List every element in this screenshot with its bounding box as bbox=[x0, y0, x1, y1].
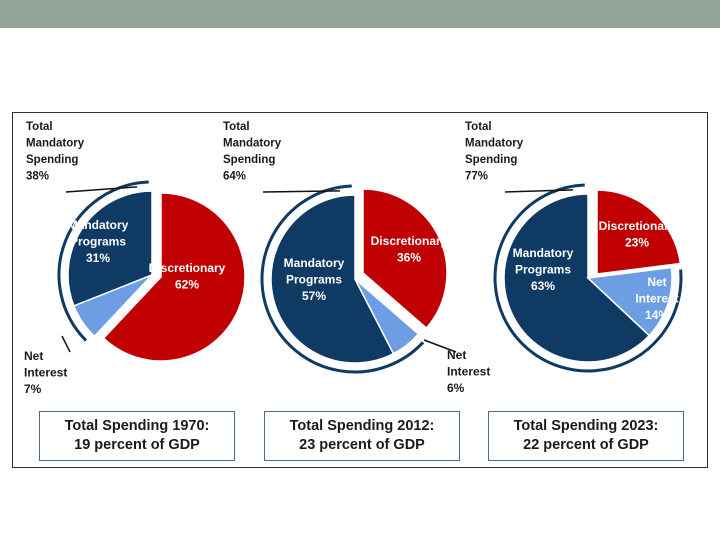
label-total-mandatory-1970: Total Mandatory Spending 38% bbox=[26, 121, 85, 183]
label-net-interest-2023-line-0: Net bbox=[647, 275, 666, 289]
label-total-mandatory-1970-line-3: 38% bbox=[26, 171, 49, 183]
slice-discretionary-2023 bbox=[596, 189, 682, 275]
label-mandatory-2012-line-2: 57% bbox=[302, 289, 326, 303]
slice-net-interest-2012 bbox=[354, 278, 420, 355]
slice-mandatory-2023 bbox=[503, 193, 651, 363]
label-discretionary-2012-line-1: 36% bbox=[397, 251, 421, 265]
pie-charts: Total Mandatory Spending 38% Mandatory Progra… bbox=[24, 121, 683, 396]
label-total-mandatory-1970-line-1: Mandatory bbox=[26, 138, 85, 150]
label-total-mandatory-2023-line-3: 77% bbox=[465, 171, 488, 183]
label-total-mandatory-2012-line-0: Total bbox=[223, 121, 250, 133]
label-discretionary-2012: Discretionary 36% bbox=[371, 234, 448, 265]
label-net-interest-1970-line-1: Interest bbox=[24, 366, 67, 380]
caption-2012: Total Spending 2012: 23 percent of GDP bbox=[264, 411, 460, 461]
label-net-interest-2012: Net Interest 6% bbox=[447, 348, 490, 395]
label-net-interest-2012-line-2: 6% bbox=[447, 381, 465, 395]
label-discretionary-2012-line-0: Discretionary bbox=[371, 234, 448, 248]
label-discretionary-2023-line-1: 23% bbox=[625, 236, 649, 250]
label-discretionary-1970-line-1: 62% bbox=[175, 278, 199, 292]
caption-2012-line2: 23 percent of GDP bbox=[299, 437, 425, 453]
total-leader-1970 bbox=[65, 186, 138, 193]
label-discretionary-1970-line-0: Discretionary bbox=[149, 261, 226, 275]
caption-1970-line1: Total Spending 1970: bbox=[64, 418, 210, 434]
caption-2012-line1: Total Spending 2012: bbox=[289, 418, 435, 434]
total-mandatory-ring-2012 bbox=[260, 184, 425, 374]
label-total-mandatory-2023-line-0: Total bbox=[465, 121, 492, 133]
total-mandatory-ring-2023 bbox=[493, 183, 683, 373]
total-leader-2023 bbox=[504, 189, 574, 193]
net-interest-leader-1970 bbox=[61, 335, 71, 353]
label-discretionary-2023: Discretionary 23% bbox=[599, 219, 676, 250]
label-mandatory-2023: Mandatory Programs 63% bbox=[513, 246, 574, 293]
label-total-mandatory-2023-line-2: Spending bbox=[465, 154, 517, 166]
label-net-interest-2012-line-1: Interest bbox=[447, 365, 490, 379]
label-mandatory-1970: Mandatory Programs 31% bbox=[68, 218, 129, 265]
slice-net-interest-2023 bbox=[586, 266, 673, 337]
caption-2023-line1: Total Spending 2023: bbox=[513, 418, 659, 434]
label-discretionary-1970: Discretionary 62% bbox=[149, 261, 226, 292]
label-net-interest-1970: Net Interest 7% bbox=[24, 349, 67, 396]
label-total-mandatory-2012: Total Mandatory Spending 64% bbox=[223, 121, 282, 183]
slice-discretionary-1970 bbox=[102, 192, 246, 362]
label-mandatory-1970-line-0: Mandatory bbox=[68, 218, 129, 232]
label-total-mandatory-2012-line-3: 64% bbox=[223, 171, 246, 183]
label-mandatory-1970-line-1: Programs bbox=[70, 235, 126, 249]
total-leader-2012 bbox=[262, 190, 341, 193]
label-net-interest-2023-line-1: Interest bbox=[635, 292, 678, 306]
label-total-mandatory-1970-line-2: Spending bbox=[26, 154, 78, 166]
label-total-mandatory-2023: Total Mandatory Spending 77% bbox=[465, 121, 524, 183]
net-interest-leader-2012 bbox=[423, 339, 457, 353]
label-total-mandatory-2012-line-1: Mandatory bbox=[223, 138, 282, 150]
label-total-mandatory-2012-line-2: Spending bbox=[223, 154, 275, 166]
caption-1970: Total Spending 1970: 19 percent of GDP bbox=[39, 411, 235, 461]
slice-mandatory-2012 bbox=[270, 194, 395, 364]
caption-2023: Total Spending 2023: 22 percent of GDP bbox=[488, 411, 684, 461]
slide-top-bar bbox=[0, 0, 720, 28]
label-net-interest-2023-line-2: 14% bbox=[645, 308, 669, 322]
label-total-mandatory-2023-line-1: Mandatory bbox=[465, 138, 524, 150]
label-discretionary-2023-line-0: Discretionary bbox=[599, 219, 676, 233]
label-net-interest-1970-line-0: Net bbox=[24, 349, 43, 363]
caption-2023-line2: 22 percent of GDP bbox=[523, 437, 649, 453]
label-net-interest-2012-line-0: Net bbox=[447, 348, 466, 362]
slice-discretionary-2012 bbox=[362, 188, 448, 330]
label-mandatory-2023-line-2: 63% bbox=[531, 279, 555, 293]
label-mandatory-2012-line-1: Programs bbox=[286, 273, 342, 287]
slice-net-interest-1970 bbox=[72, 274, 153, 338]
label-net-interest-2023: Net Interest 14% bbox=[635, 275, 678, 322]
label-mandatory-1970-line-2: 31% bbox=[86, 251, 110, 265]
label-mandatory-2012: Mandatory Programs 57% bbox=[284, 256, 345, 303]
label-mandatory-2023-line-1: Programs bbox=[515, 263, 571, 277]
label-net-interest-1970-line-2: 7% bbox=[24, 382, 42, 396]
caption-1970-line2: 19 percent of GDP bbox=[74, 437, 200, 453]
label-total-mandatory-1970-line-0: Total bbox=[26, 121, 53, 133]
label-mandatory-2023-line-0: Mandatory bbox=[513, 246, 574, 260]
label-mandatory-2012-line-0: Mandatory bbox=[284, 256, 345, 270]
slice-mandatory-1970 bbox=[67, 190, 153, 307]
